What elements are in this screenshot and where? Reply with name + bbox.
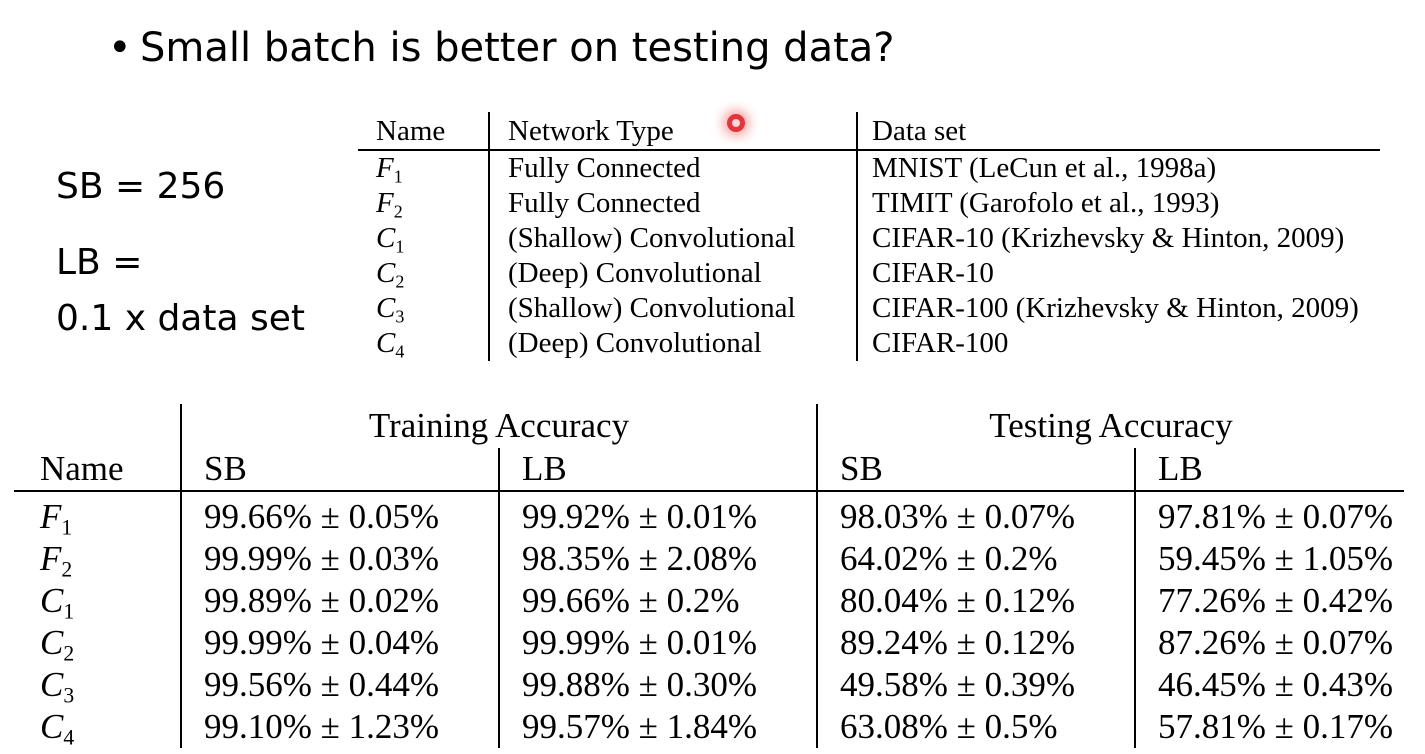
test-lb-value: 87.26% ± 0.07%: [1134, 622, 1404, 664]
network-type: (Deep) Convolutional: [488, 326, 857, 361]
train-sb-value: 99.56% ± 0.44%: [180, 664, 499, 706]
network-dataset: TIMIT (Garofolo et al., 1993): [856, 186, 1380, 221]
results-header-spacer: [14, 404, 181, 448]
table-row: C4 (Deep) Convolutional CIFAR-100: [358, 326, 1380, 361]
network-dataset: MNIST (LeCun et al., 1998a): [856, 150, 1380, 186]
table-row: C2 (Deep) Convolutional CIFAR-10: [358, 256, 1380, 291]
network-header-name: Name: [358, 112, 489, 151]
results-group-header: Training Accuracy Testing Accuracy: [14, 404, 1404, 448]
table-row: C3 99.56% ± 0.44% 99.88% ± 0.30% 49.58% …: [14, 664, 1404, 706]
lb-note-line2: 0.1 x data set: [56, 298, 305, 339]
sb-note: SB = 256: [56, 166, 226, 207]
test-sb-value: 80.04% ± 0.12%: [816, 580, 1135, 622]
test-sb-value: 89.24% ± 0.12%: [816, 622, 1135, 664]
train-lb-value: 99.57% ± 1.84%: [498, 706, 817, 748]
table-row: C2 99.99% ± 0.04% 99.99% ± 0.01% 89.24% …: [14, 622, 1404, 664]
test-sb-value: 49.58% ± 0.39%: [816, 664, 1135, 706]
test-sb-value: 63.08% ± 0.5%: [816, 706, 1135, 748]
network-type: (Shallow) Convolutional: [488, 291, 857, 326]
training-accuracy-header: Training Accuracy: [180, 404, 817, 448]
network-name: F2: [376, 187, 403, 222]
results-header-name: Name: [14, 448, 181, 492]
table-row: F1 Fully Connected MNIST (LeCun et al., …: [358, 150, 1380, 186]
test-sb-header: SB: [816, 448, 1135, 492]
slide-title: • Small batch is better on testing data?: [108, 18, 895, 78]
train-lb-header: LB: [498, 448, 817, 492]
train-sb-value: 99.66% ± 0.05%: [180, 491, 499, 538]
test-sb-value: 98.03% ± 0.07%: [816, 491, 1135, 538]
result-name: C4: [40, 707, 75, 750]
table-row: F2 Fully Connected TIMIT (Garofolo et al…: [358, 186, 1380, 221]
test-lb-value: 57.81% ± 0.17%: [1134, 706, 1404, 748]
network-name: C1: [376, 222, 405, 257]
network-dataset: CIFAR-10: [856, 256, 1380, 291]
train-lb-value: 99.66% ± 0.2%: [498, 580, 817, 622]
slide-title-text: Small batch is better on testing data?: [140, 25, 895, 71]
lb-note-line1: LB =: [56, 242, 143, 283]
network-name: C2: [376, 257, 405, 292]
table-row: C4 99.10% ± 1.23% 99.57% ± 1.84% 63.08% …: [14, 706, 1404, 748]
test-lb-value: 46.45% ± 0.43%: [1134, 664, 1404, 706]
table-row: F1 99.66% ± 0.05% 99.92% ± 0.01% 98.03% …: [14, 491, 1404, 538]
network-dataset: CIFAR-10 (Krizhevsky & Hinton, 2009): [856, 221, 1380, 256]
train-lb-value: 99.92% ± 0.01%: [498, 491, 817, 538]
results-table: Training Accuracy Testing Accuracy Name …: [14, 404, 1404, 748]
train-lb-value: 99.99% ± 0.01%: [498, 622, 817, 664]
test-lb-header: LB: [1134, 448, 1404, 492]
result-name: C3: [40, 665, 75, 708]
train-lb-value: 98.35% ± 2.08%: [498, 538, 817, 580]
test-lb-value: 59.45% ± 1.05%: [1134, 538, 1404, 580]
network-name: C3: [376, 292, 405, 327]
network-dataset: CIFAR-100: [856, 326, 1380, 361]
table-row: C3 (Shallow) Convolutional CIFAR-100 (Kr…: [358, 291, 1380, 326]
table-row: F2 99.99% ± 0.03% 98.35% ± 2.08% 64.02% …: [14, 538, 1404, 580]
train-sb-value: 99.99% ± 0.03%: [180, 538, 499, 580]
network-type: (Shallow) Convolutional: [488, 221, 857, 256]
network-dataset: CIFAR-100 (Krizhevsky & Hinton, 2009): [856, 291, 1380, 326]
result-name: F1: [40, 497, 73, 540]
test-lb-value: 97.81% ± 0.07%: [1134, 491, 1404, 538]
result-name: C1: [40, 581, 75, 624]
test-sb-value: 64.02% ± 0.2%: [816, 538, 1135, 580]
table-row: C1 99.89% ± 0.02% 99.66% ± 0.2% 80.04% ±…: [14, 580, 1404, 622]
network-table: Name Network Type Data set F1 Fully Conn…: [358, 112, 1380, 361]
bullet-point: •: [108, 25, 132, 71]
network-type: Fully Connected: [488, 186, 857, 221]
network-type: (Deep) Convolutional: [488, 256, 857, 291]
train-sb-header: SB: [180, 448, 499, 492]
network-header-dataset: Data set: [856, 112, 1380, 151]
network-type: Fully Connected: [488, 150, 857, 186]
table-row: C1 (Shallow) Convolutional CIFAR-10 (Kri…: [358, 221, 1380, 256]
network-name: C4: [376, 327, 405, 362]
train-sb-value: 99.10% ± 1.23%: [180, 706, 499, 748]
train-sb-value: 99.99% ± 0.04%: [180, 622, 499, 664]
network-name: F1: [376, 152, 403, 187]
network-table-header: Name Network Type Data set: [358, 112, 1380, 151]
testing-accuracy-header: Testing Accuracy: [816, 404, 1404, 448]
result-name: C2: [40, 623, 75, 666]
train-lb-value: 99.88% ± 0.30%: [498, 664, 817, 706]
train-sb-value: 99.89% ± 0.02%: [180, 580, 499, 622]
result-name: F2: [40, 539, 73, 582]
results-column-header: Name SB LB SB LB: [14, 448, 1404, 492]
test-lb-value: 77.26% ± 0.42%: [1134, 580, 1404, 622]
network-header-type: Network Type: [488, 112, 857, 151]
